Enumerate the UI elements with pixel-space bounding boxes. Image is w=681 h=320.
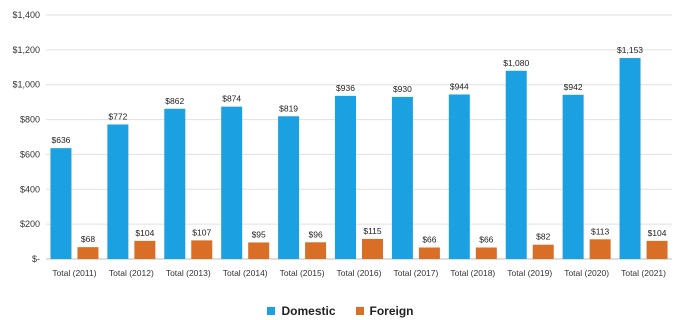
legend-swatch-domestic	[267, 307, 276, 315]
bar-foreign	[589, 239, 611, 259]
data-label-domestic: $936	[336, 83, 355, 93]
y-tick-label: $200	[20, 219, 40, 229]
data-label-foreign: $113	[591, 226, 610, 236]
bar-foreign	[362, 238, 383, 259]
data-label-foreign: $68	[81, 234, 95, 244]
data-label-foreign: $104	[135, 228, 154, 238]
bar-chart: $- $200 $400 $600 $800 $1,000 $1,200 $1,400 $63…	[12, 10, 672, 278]
x-category-label: Total (2015)	[280, 268, 325, 278]
bar-foreign	[305, 242, 327, 259]
bar-foreign	[134, 240, 156, 259]
bar-foreign	[248, 242, 270, 259]
y-tick-label: $400	[20, 184, 40, 194]
data-label-foreign: $66	[422, 234, 436, 244]
bar-foreign	[532, 244, 554, 259]
x-axis-category-labels: Total (2011) Total (2012) Total (2013) Tota…	[52, 268, 666, 278]
x-category-label: Total (2012)	[109, 268, 154, 278]
bar-domestic	[50, 148, 72, 259]
bar-domestic	[619, 58, 641, 260]
data-label-domestic: $636	[51, 135, 70, 145]
y-axis-tick-labels: $- $200 $400 $600 $800 $1,000 $1,200 $1,400	[12, 10, 40, 264]
y-tick-label: $800	[20, 115, 40, 125]
data-label-domestic: $772	[108, 111, 127, 121]
data-label-domestic: $942	[564, 82, 583, 92]
data-label-domestic: $944	[450, 81, 469, 91]
bar-foreign	[475, 247, 497, 259]
bar-domestic	[505, 70, 527, 260]
x-category-label: Total (2018)	[450, 268, 495, 278]
bar-foreign	[77, 247, 99, 259]
data-label-domestic: $819	[279, 103, 298, 113]
data-label-foreign: $107	[192, 227, 211, 237]
data-label-domestic: $862	[165, 96, 184, 106]
bar-foreign	[646, 240, 668, 259]
y-tick-label: $1,200	[12, 45, 40, 55]
x-category-label: Total (2021)	[621, 268, 666, 278]
legend-label-foreign: Foreign	[369, 304, 414, 318]
x-category-label: Total (2014)	[223, 268, 268, 278]
x-category-label: Total (2013)	[166, 268, 211, 278]
data-label-foreign: $95	[252, 229, 266, 239]
bar-domestic	[448, 94, 470, 259]
data-label-foreign: $82	[536, 232, 550, 242]
x-category-label: Total (2016)	[337, 268, 382, 278]
data-label-domestic: $1,080	[503, 58, 529, 68]
bar-domestic	[221, 106, 243, 259]
x-category-label: Total (2017)	[393, 268, 438, 278]
legend-swatch-foreign	[355, 307, 364, 315]
x-category-label: Total (2011)	[52, 268, 96, 278]
data-label-domestic: $1,153	[617, 45, 643, 55]
data-label-domestic: $930	[393, 84, 412, 94]
y-tick-label: $1,400	[12, 10, 40, 20]
y-tick-label: $1,000	[12, 80, 40, 90]
y-tick-label: $-	[32, 254, 40, 264]
legend-item-foreign: Foreign	[355, 304, 414, 318]
legend-label-domestic: Domestic	[281, 304, 336, 318]
bar-foreign	[191, 240, 213, 259]
data-label-foreign: $104	[648, 228, 667, 238]
data-label-foreign: $96	[308, 229, 322, 239]
bar-domestic	[391, 96, 413, 260]
legend: Domestic Foreign	[0, 304, 681, 318]
y-tick-label: $600	[20, 149, 40, 159]
bar-domestic	[164, 108, 186, 259]
data-label-foreign: $115	[363, 226, 382, 236]
data-label-domestic: $874	[222, 94, 241, 104]
data-label-foreign: $66	[479, 234, 493, 244]
bar-foreign	[418, 247, 440, 259]
gridlines	[46, 14, 672, 260]
bar-domestic	[107, 124, 129, 259]
bar-domestic	[562, 94, 584, 259]
x-category-label: Total (2020)	[564, 268, 609, 278]
bars	[50, 58, 668, 260]
legend-item-domestic: Domestic	[267, 304, 336, 318]
bar-domestic	[278, 116, 300, 259]
bar-domestic	[335, 95, 356, 260]
data-labels: $636 $68 $772 $104 $862 $107 $874 $95 $819 $96 $93…	[51, 45, 666, 244]
x-category-label: Total (2019)	[507, 268, 552, 278]
